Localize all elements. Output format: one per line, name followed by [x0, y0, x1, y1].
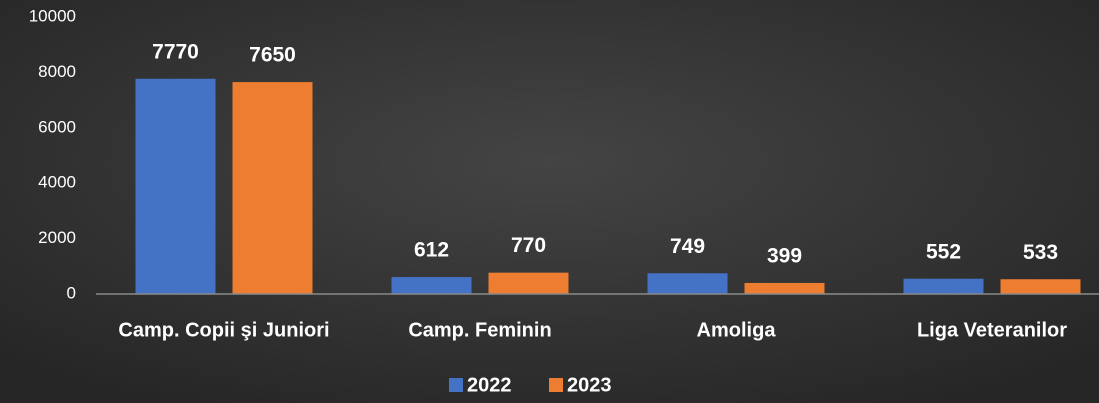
bar — [391, 277, 472, 294]
y-tick-label: 0 — [67, 283, 76, 302]
bar — [488, 272, 569, 294]
x-tick-label: Camp. Feminin — [408, 319, 551, 341]
legend-label: 2023 — [567, 374, 612, 396]
legend-swatch — [549, 378, 563, 392]
y-tick-label: 2000 — [38, 228, 76, 247]
x-tick-label: Amoliga — [697, 319, 777, 341]
value-label: 7770 — [152, 40, 199, 63]
value-label: 399 — [767, 244, 802, 267]
bar — [903, 278, 984, 294]
value-label: 533 — [1023, 241, 1058, 264]
value-label: 612 — [414, 239, 449, 262]
value-label: 749 — [670, 235, 705, 258]
value-label: 552 — [926, 240, 961, 263]
y-tick-label: 8000 — [38, 62, 76, 81]
bar — [232, 82, 313, 294]
legend-label: 2022 — [467, 374, 512, 396]
legend-swatch — [449, 378, 463, 392]
y-tick-label: 6000 — [38, 117, 76, 136]
value-label: 7650 — [249, 44, 296, 67]
x-tick-label: Camp. Copii şi Juniori — [118, 319, 329, 341]
y-tick-label: 4000 — [38, 173, 76, 192]
bar — [1000, 279, 1081, 294]
bar — [744, 282, 825, 294]
x-tick-label: Liga Veteranilor — [917, 319, 1067, 341]
value-label: 770 — [511, 234, 546, 257]
bar — [647, 273, 728, 294]
y-tick-label: 10000 — [29, 6, 76, 25]
bar — [135, 78, 216, 294]
